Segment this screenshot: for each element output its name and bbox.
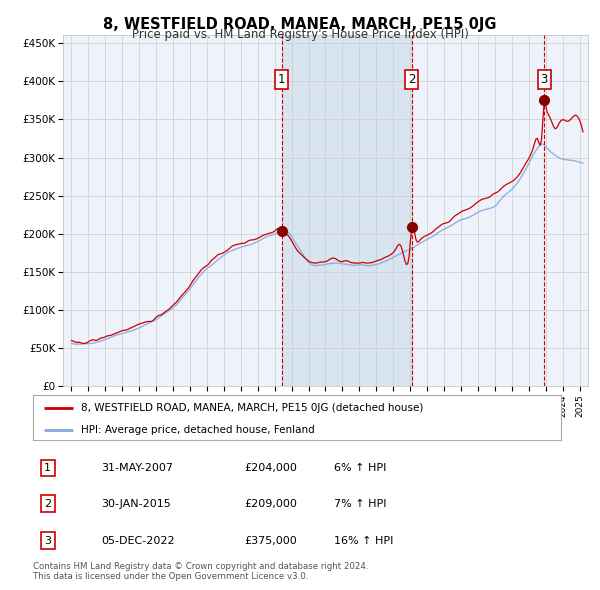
Text: Price paid vs. HM Land Registry's House Price Index (HPI): Price paid vs. HM Land Registry's House …	[131, 28, 469, 41]
Text: 7% ↑ HPI: 7% ↑ HPI	[334, 499, 386, 509]
Text: 8, WESTFIELD ROAD, MANEA, MARCH, PE15 0JG: 8, WESTFIELD ROAD, MANEA, MARCH, PE15 0J…	[103, 17, 497, 31]
Text: Contains HM Land Registry data © Crown copyright and database right 2024.: Contains HM Land Registry data © Crown c…	[33, 562, 368, 571]
Text: 05-DEC-2022: 05-DEC-2022	[101, 536, 175, 546]
Text: £375,000: £375,000	[244, 536, 297, 546]
Text: £209,000: £209,000	[244, 499, 297, 509]
Text: 3: 3	[541, 73, 548, 86]
Text: 16% ↑ HPI: 16% ↑ HPI	[334, 536, 394, 546]
Text: 30-JAN-2015: 30-JAN-2015	[101, 499, 172, 509]
Text: 31-MAY-2007: 31-MAY-2007	[101, 463, 173, 473]
Text: 1: 1	[278, 73, 286, 86]
Text: This data is licensed under the Open Government Licence v3.0.: This data is licensed under the Open Gov…	[33, 572, 308, 581]
Text: 6% ↑ HPI: 6% ↑ HPI	[334, 463, 386, 473]
Bar	[281, 35, 412, 386]
Text: 2: 2	[408, 73, 415, 86]
Text: HPI: Average price, detached house, Fenland: HPI: Average price, detached house, Fenl…	[80, 425, 314, 435]
Text: 8, WESTFIELD ROAD, MANEA, MARCH, PE15 0JG (detached house): 8, WESTFIELD ROAD, MANEA, MARCH, PE15 0J…	[80, 403, 423, 412]
Text: 1: 1	[44, 463, 51, 473]
Text: £204,000: £204,000	[244, 463, 297, 473]
Text: 3: 3	[44, 536, 51, 546]
Text: 2: 2	[44, 499, 52, 509]
